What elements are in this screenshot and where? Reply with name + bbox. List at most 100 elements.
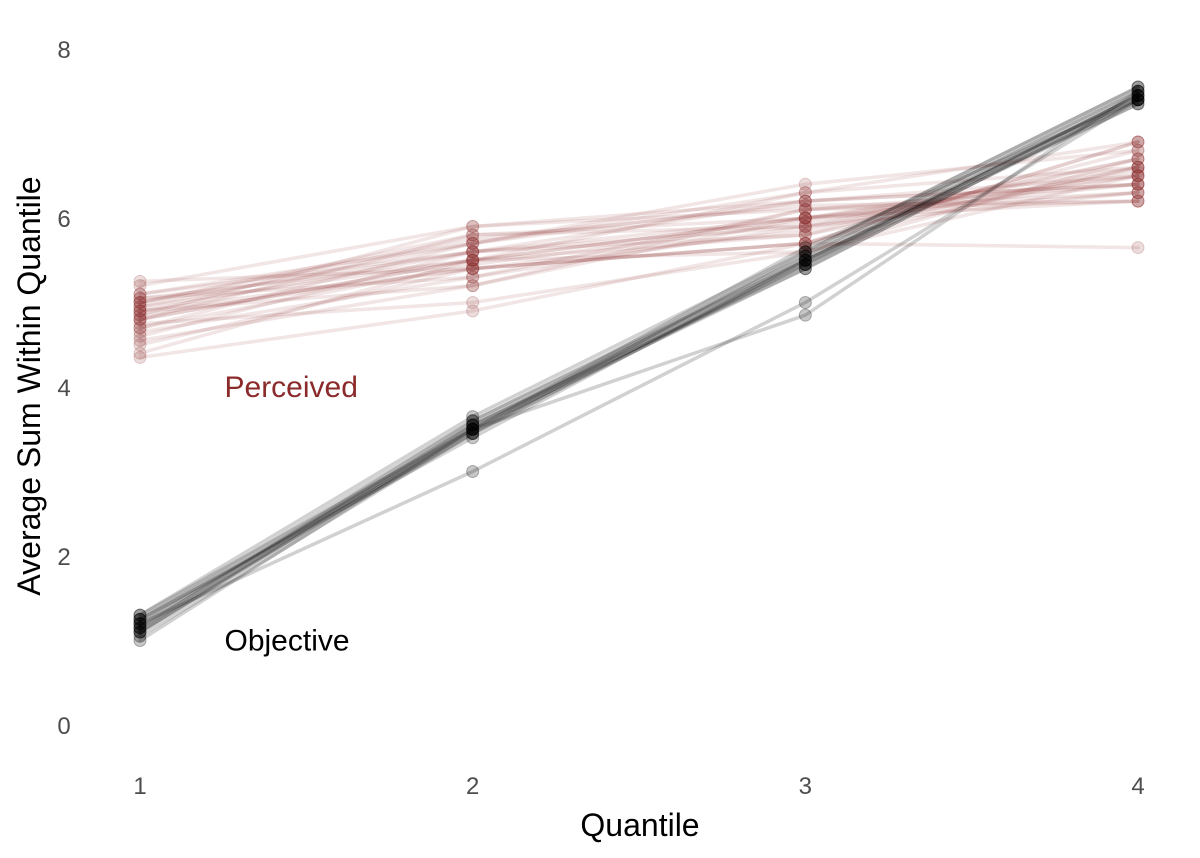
- data-point: [133, 287, 147, 301]
- data-point: [133, 325, 147, 339]
- series-perceived: [133, 160, 1145, 314]
- data-point: [1131, 165, 1145, 179]
- data-point: [1131, 177, 1145, 191]
- data-point: [466, 253, 480, 267]
- data-point: [133, 617, 147, 631]
- data-point: [1131, 93, 1145, 107]
- series-objective: [133, 84, 1145, 639]
- data-point: [466, 253, 480, 267]
- data-point: [798, 257, 812, 271]
- series-line: [138, 148, 1140, 309]
- series-objective: [133, 93, 1145, 635]
- data-point: [1131, 80, 1145, 94]
- data-point: [466, 270, 480, 284]
- data-point: [133, 279, 147, 293]
- series-objective: [133, 88, 1145, 631]
- data-point: [1131, 186, 1145, 200]
- data-point: [798, 241, 812, 255]
- data-point: [466, 426, 480, 440]
- series-perceived: [133, 160, 1145, 352]
- series-perceived: [133, 152, 1145, 309]
- series-perceived: [133, 186, 1145, 305]
- data-point: [466, 257, 480, 271]
- series-line: [138, 174, 1140, 322]
- series-line: [138, 199, 1140, 343]
- series-perceived: [133, 165, 1145, 335]
- data-point: [798, 253, 812, 267]
- data-point: [1131, 152, 1145, 166]
- annotation-layer: Perceived Objective: [225, 371, 358, 658]
- data-point: [798, 262, 812, 276]
- data-point: [466, 219, 480, 233]
- data-point: [466, 219, 480, 233]
- data-point: [133, 621, 147, 635]
- data-point: [1131, 194, 1145, 208]
- data-point: [133, 296, 147, 309]
- data-point: [1131, 93, 1145, 107]
- data-point: [466, 262, 480, 276]
- y-tick-label: 0: [57, 713, 70, 740]
- data-point: [1131, 186, 1145, 200]
- data-point: [133, 329, 147, 343]
- series-line: [138, 190, 1140, 301]
- x-tick-label: 1: [133, 773, 146, 800]
- series-line: [138, 199, 1140, 313]
- data-point: [466, 262, 480, 276]
- data-point: [466, 236, 480, 250]
- series-objective: [133, 93, 1145, 631]
- data-point: [1131, 88, 1145, 102]
- series-layer: [133, 80, 1145, 647]
- data-point: [798, 257, 812, 271]
- data-point: [798, 203, 812, 217]
- data-point: [133, 617, 147, 631]
- series-line: [138, 102, 1140, 622]
- data-point: [798, 211, 812, 225]
- data-point: [466, 414, 480, 428]
- series-line: [138, 174, 1140, 313]
- series-line: [138, 93, 1140, 634]
- series-perceived: [133, 169, 1145, 326]
- series-line: [138, 165, 1140, 296]
- data-point: [466, 236, 480, 250]
- series-line: [138, 140, 1140, 317]
- x-axis-title: Quantile: [580, 807, 699, 843]
- data-point: [133, 304, 147, 318]
- data-point: [133, 274, 147, 288]
- series-line: [138, 190, 1140, 334]
- series-line: [138, 89, 1140, 634]
- data-point: [798, 253, 812, 267]
- series-line: [138, 93, 1140, 626]
- data-point: [798, 257, 812, 271]
- data-point: [133, 621, 147, 635]
- series-perceived: [133, 169, 1145, 318]
- data-point: [798, 215, 812, 229]
- data-point: [466, 422, 480, 436]
- data-point: [1131, 88, 1145, 102]
- series-line: [138, 174, 1140, 330]
- data-point: [133, 291, 147, 305]
- data-point: [466, 236, 480, 250]
- series-line: [138, 182, 1140, 317]
- data-point: [466, 426, 480, 440]
- series-line: [138, 157, 1140, 313]
- data-point: [1131, 88, 1145, 102]
- data-point: [798, 211, 812, 225]
- data-point: [133, 629, 147, 643]
- data-point: [466, 253, 480, 267]
- series-perceived: [133, 177, 1145, 322]
- data-point: [133, 625, 147, 639]
- data-point: [133, 625, 147, 639]
- data-point: [133, 321, 147, 335]
- series-line: [138, 85, 1140, 630]
- data-point: [466, 418, 480, 432]
- data-point: [1131, 135, 1145, 149]
- data-point: [798, 219, 812, 233]
- series-line: [138, 85, 1140, 617]
- data-point: [466, 465, 480, 478]
- data-point: [133, 308, 147, 322]
- data-point: [798, 194, 812, 208]
- series-line: [138, 89, 1140, 634]
- data-point: [1131, 93, 1145, 107]
- series-perceived: [133, 169, 1145, 335]
- data-point: [466, 245, 480, 259]
